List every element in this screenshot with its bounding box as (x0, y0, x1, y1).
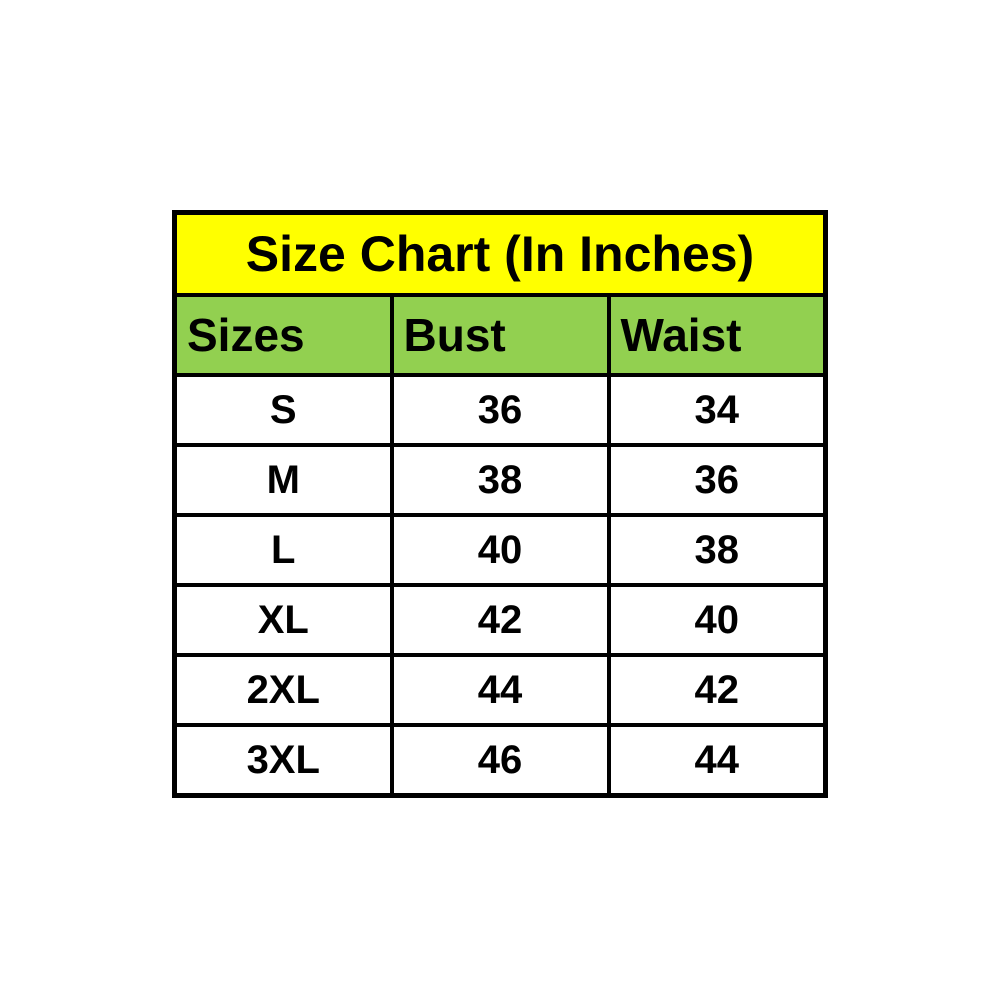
waist-cell: 44 (606, 723, 828, 798)
table-row: 2XL 44 42 (172, 653, 828, 727)
size-cell: XL (172, 583, 394, 657)
size-cell: 2XL (172, 653, 394, 727)
bust-cell: 36 (389, 373, 611, 447)
bust-cell: 40 (389, 513, 611, 587)
column-header-waist: Waist (606, 293, 828, 377)
bust-cell: 38 (389, 443, 611, 517)
waist-cell: 36 (606, 443, 828, 517)
waist-cell: 40 (606, 583, 828, 657)
size-cell: L (172, 513, 394, 587)
table-row: S 36 34 (172, 373, 828, 447)
table-row: L 40 38 (172, 513, 828, 587)
size-cell: S (172, 373, 394, 447)
header-row: Sizes Bust Waist (172, 293, 828, 377)
waist-cell: 34 (606, 373, 828, 447)
bust-cell: 44 (389, 653, 611, 727)
table-row: 3XL 46 44 (172, 723, 828, 798)
table-row: XL 42 40 (172, 583, 828, 657)
column-header-sizes: Sizes (172, 293, 394, 377)
bust-cell: 42 (389, 583, 611, 657)
size-cell: 3XL (172, 723, 394, 798)
table-row: M 38 36 (172, 443, 828, 517)
size-chart-table: Size Chart (In Inches) Sizes Bust Waist … (172, 210, 828, 798)
size-chart-title: Size Chart (In Inches) (172, 210, 828, 297)
size-cell: M (172, 443, 394, 517)
bust-cell: 46 (389, 723, 611, 798)
waist-cell: 38 (606, 513, 828, 587)
title-row: Size Chart (In Inches) (172, 210, 828, 297)
column-header-bust: Bust (389, 293, 611, 377)
waist-cell: 42 (606, 653, 828, 727)
